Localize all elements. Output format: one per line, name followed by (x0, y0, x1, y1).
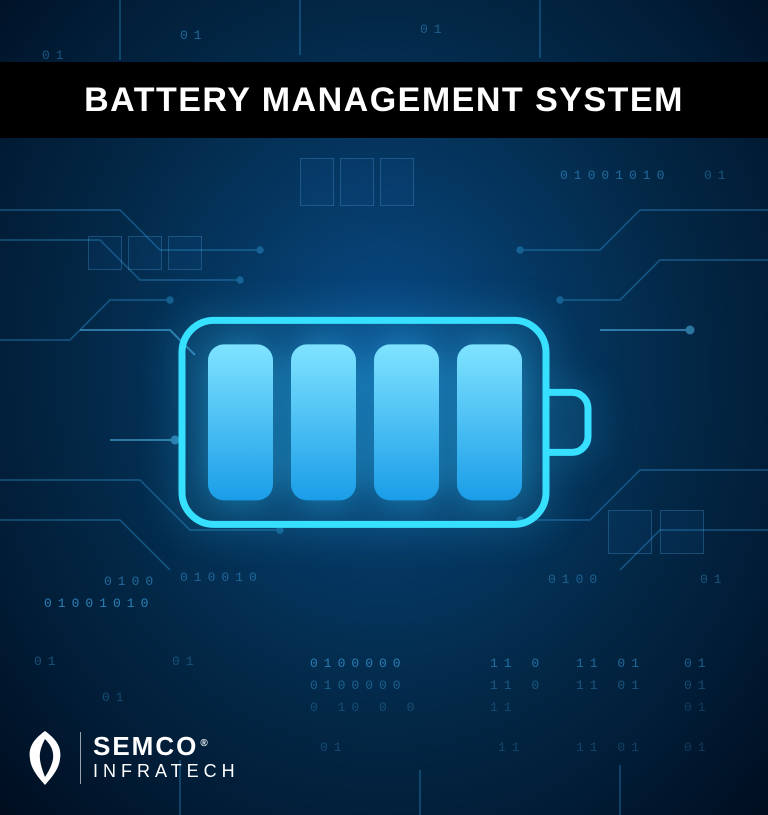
chip-pad (300, 158, 334, 206)
title-bar: BATTERY MANAGEMENT SYSTEM (0, 62, 768, 138)
chip-pad (608, 510, 652, 554)
binary-text: 11 01 (576, 740, 645, 755)
chip-pad (128, 236, 162, 270)
binary-text: 11 01 (576, 656, 645, 671)
binary-text: 11 0 (490, 656, 545, 671)
binary-text: 01 (420, 22, 448, 37)
chip-pad (168, 236, 202, 270)
binary-text: 11 (490, 700, 518, 715)
logo-text: SEMCO® INFRATECH (93, 733, 240, 783)
binary-text: 01 (684, 700, 712, 715)
chip-pad (340, 158, 374, 206)
binary-text: 01 (34, 654, 62, 669)
binary-text: 01 (700, 572, 728, 587)
battery-icon (174, 302, 594, 542)
binary-text: 01001010 (560, 168, 670, 183)
chip-pad (380, 158, 414, 206)
binary-text: 01 (684, 740, 712, 755)
binary-text: 01 (684, 678, 712, 693)
binary-text: 01 (172, 654, 200, 669)
binary-text: 11 0 (490, 678, 545, 693)
logo-block: SEMCO® INFRATECH (22, 729, 240, 787)
binary-text: 01 (42, 48, 70, 63)
binary-text: 01001010 (44, 596, 154, 611)
binary-text: 01 (320, 740, 348, 755)
logo-brand: SEMCO (93, 731, 198, 761)
battery-cell (374, 344, 439, 500)
binary-text: 010010 (180, 570, 263, 585)
binary-text: 01 (684, 656, 712, 671)
binary-text: 0100000 (310, 656, 407, 671)
binary-text: 01 (704, 168, 732, 183)
logo-subbrand: INFRATECH (93, 761, 240, 783)
battery-cell (457, 344, 522, 500)
binary-text: 01 (180, 28, 208, 43)
battery-cell (208, 344, 273, 500)
binary-text: 0100000 (310, 678, 407, 693)
binary-text: 0100 (548, 572, 603, 587)
chip-pad (660, 510, 704, 554)
binary-text: 0 10 0 0 (310, 700, 420, 715)
binary-text: 11 01 (576, 678, 645, 693)
page-title: BATTERY MANAGEMENT SYSTEM (84, 81, 684, 120)
battery-cell (291, 344, 356, 500)
logo-divider (80, 732, 81, 784)
binary-text: 11 (498, 740, 526, 755)
chip-pad (88, 236, 122, 270)
binary-text: 01 (102, 690, 130, 705)
logo-registered-mark: ® (200, 738, 209, 749)
logo-mark-icon (22, 729, 68, 787)
binary-text: 0100 (104, 574, 159, 589)
